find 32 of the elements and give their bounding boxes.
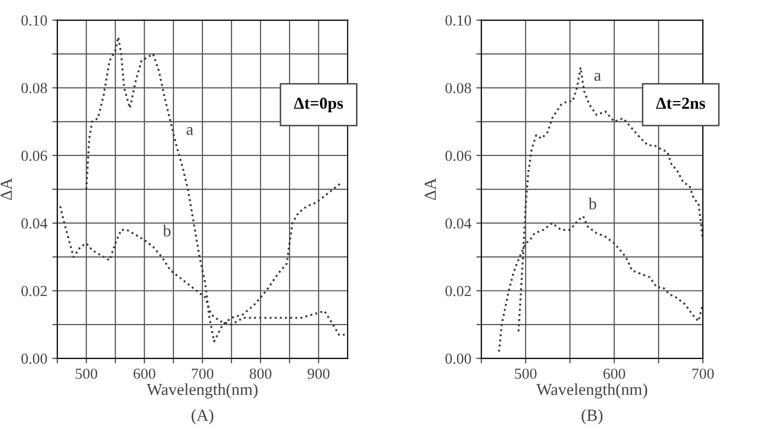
series-label: a <box>186 126 194 135</box>
y-tick-label: 0.06 <box>21 150 48 161</box>
x-axis-title: Wavelength(nm) <box>146 383 258 399</box>
y-tick-label: 0.02 <box>21 286 47 296</box>
annotation: Δt=2ns <box>656 98 706 109</box>
x-tick-label: 600 <box>134 368 156 379</box>
y-tick-label: 0.10 <box>21 15 47 26</box>
y-tick-label: 0.08 <box>445 82 472 94</box>
y-axis-title: ΔA <box>0 178 12 200</box>
y-tick-label: 0.04 <box>445 218 472 229</box>
x-tick-label: 800 <box>250 368 272 379</box>
y-tick-label: 0.00 <box>445 354 472 364</box>
x-tick-label: 900 <box>308 368 330 379</box>
y-tick-label: 0.10 <box>445 15 472 26</box>
x-axis-title: Wavelength(nm) <box>536 383 648 399</box>
y-tick-label: 0.02 <box>445 286 471 296</box>
text: (B) <box>582 409 602 424</box>
y-tick-label: 0.08 <box>21 82 47 94</box>
x-tick-label: 500 <box>76 368 98 379</box>
y-tick-label: 0.06 <box>445 150 472 161</box>
y-tick-label: 0.00 <box>21 354 47 364</box>
text: (A) <box>192 409 214 424</box>
x-tick-label: 500 <box>515 368 537 379</box>
series-label: b <box>588 198 596 210</box>
y-axis-title: ΔA <box>424 178 436 200</box>
annotation: Δt=0ps <box>294 98 343 112</box>
y-tick-label: 0.04 <box>21 218 48 229</box>
series-label: b <box>162 224 171 236</box>
x-tick-label: 700 <box>692 368 714 379</box>
series-label: a <box>594 72 602 81</box>
x-tick-label: 600 <box>603 368 626 379</box>
x-tick-label: 700 <box>192 368 214 379</box>
